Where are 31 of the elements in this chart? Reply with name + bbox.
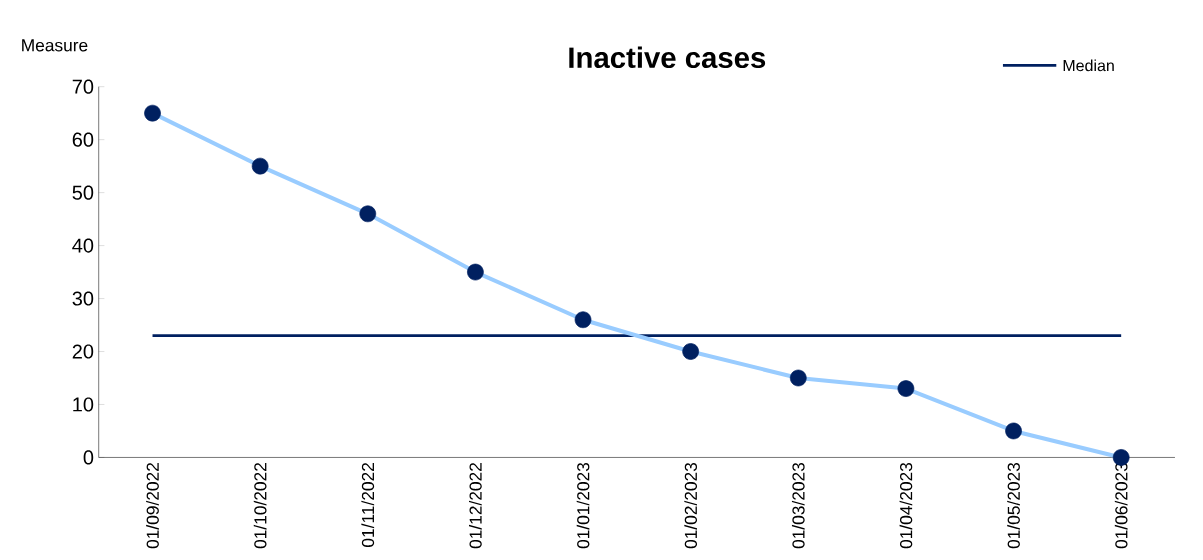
y-tick-label: 0: [83, 450, 94, 465]
y-tick-label: 20: [72, 344, 94, 359]
point: [359, 205, 377, 223]
x-tick-label: 01/10/2022: [253, 462, 267, 549]
x-tick-label: 01/05/2023: [1007, 462, 1020, 549]
y-tick-label: 60: [72, 132, 94, 147]
point: [467, 263, 484, 281]
point: [789, 369, 807, 387]
point: [1112, 449, 1130, 466]
x-tick-label: 01/04/2023: [899, 462, 913, 549]
x-tick-label: 01/01/2023: [576, 462, 590, 549]
point: [574, 311, 592, 329]
x-tick-label: 01/09/2022: [146, 462, 159, 549]
x-tick-label: 01/06/2023: [1114, 462, 1128, 549]
point: [682, 343, 699, 360]
point: [897, 380, 915, 397]
point: [144, 104, 161, 122]
x-tick-label: 01/11/2022: [361, 462, 375, 547]
y-tick-label: 40: [72, 238, 94, 253]
y-tick-label: 70: [72, 79, 94, 94]
x-tick-label: 01/02/2023: [684, 462, 698, 549]
point: [251, 157, 269, 175]
x-tick-label: 01/03/2023: [791, 462, 805, 549]
y-axis-title: Measure: [22, 39, 88, 52]
legend-label: Median: [1063, 59, 1114, 72]
y-tick-label: 10: [73, 397, 94, 412]
chart-title: Inactive cases: [569, 46, 766, 69]
x-tick-label: 01/12/2022: [469, 462, 482, 549]
y-tick-label: 50: [72, 185, 94, 200]
y-tick-label: 30: [72, 291, 94, 306]
point: [1005, 422, 1022, 440]
